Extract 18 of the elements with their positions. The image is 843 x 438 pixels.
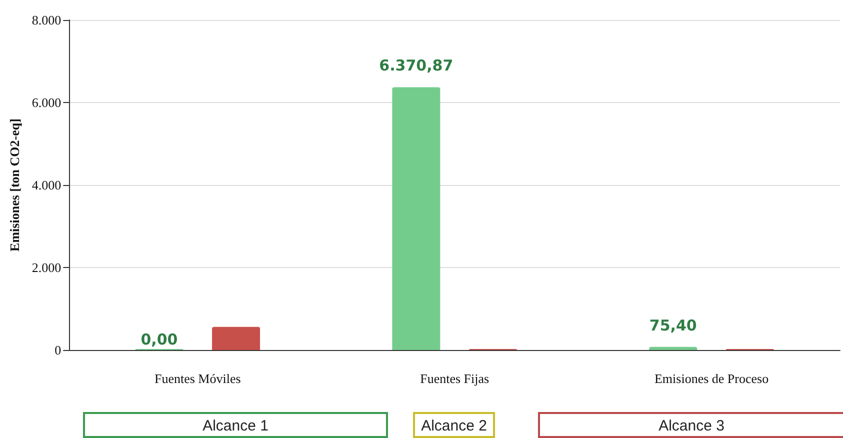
text: Alcance 1 — [202, 418, 268, 434]
y-tick-label: 4.000 — [32, 178, 62, 192]
bar — [392, 87, 440, 350]
data-label: 0,00 — [140, 330, 178, 348]
x-tick-label: Fuentes Fijas — [420, 371, 490, 386]
data-label: 6.370,87 — [379, 56, 454, 75]
y-tick-label: 2.000 — [32, 260, 62, 275]
x-tick-label: Fuentes Móviles — [154, 371, 241, 386]
y-tick-label: 8.000 — [32, 12, 62, 28]
bar — [649, 346, 698, 350]
data-label: 75,40 — [649, 316, 697, 334]
y-axis-title: Emisiones [ton CO2-eq] — [7, 118, 22, 252]
text: Alcance 2 — [421, 418, 487, 434]
y-tick-label: 6.000 — [32, 95, 62, 110]
text: Alcance 3 — [658, 418, 724, 434]
y-tick-label: 0 — [54, 342, 62, 358]
x-tick-label: Emisiones de Proceso — [654, 371, 769, 386]
bar — [212, 326, 260, 350]
